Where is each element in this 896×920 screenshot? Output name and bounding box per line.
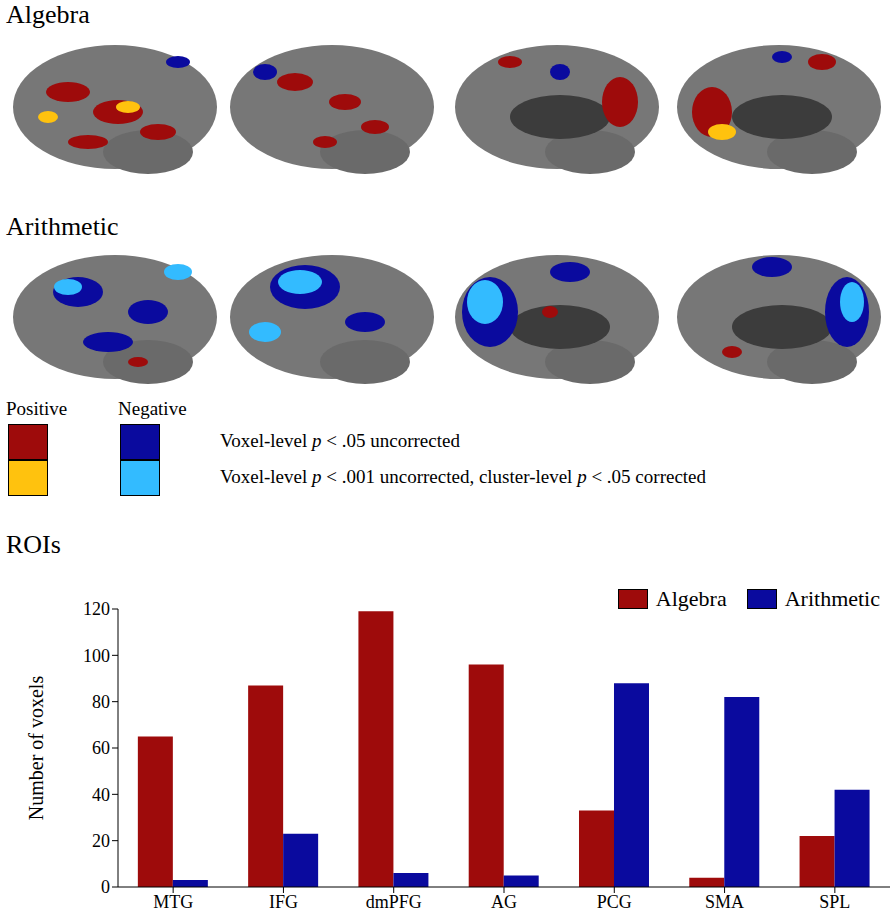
html-text:Algebra: Algebra [6, 0, 90, 29]
svg-text:20: 20 [92, 831, 110, 851]
svg-text:MTG: MTG [153, 892, 193, 912]
svg-text:80: 80 [92, 692, 110, 712]
svg-text:IFG: IFG [269, 892, 298, 912]
svg-text:AG: AG [491, 892, 517, 912]
svg-text:40: 40 [92, 785, 110, 805]
svg-text:SPL: SPL [819, 892, 850, 912]
html-text:Voxel-level p < .05 uncorrecte: Voxel-level p < .05 uncorrected [220, 430, 460, 451]
svg-text:100: 100 [83, 646, 110, 666]
svg-text:Number of voxels: Number of voxels [25, 676, 47, 821]
html-text:ROIs: ROIs [6, 530, 61, 559]
svg-text:PCG: PCG [597, 892, 632, 912]
html-text:Positive: Positive [6, 398, 68, 419]
svg-text:120: 120 [83, 599, 110, 619]
svg-text:SMA: SMA [705, 892, 744, 912]
html-text:Algebra: Algebra [655, 586, 727, 611]
html-text:Arithmetic: Arithmetic [6, 212, 119, 241]
svg-text:0: 0 [101, 877, 110, 897]
html-text:Negative: Negative [118, 398, 187, 419]
svg-text:dmPFG: dmPFG [366, 892, 422, 912]
svg-text:60: 60 [92, 738, 110, 758]
html-text:Voxel-level p < .001 uncorrect: Voxel-level p < .001 uncorrected, cluste… [220, 466, 706, 487]
html-text:Arithmetic: Arithmetic [784, 586, 880, 611]
